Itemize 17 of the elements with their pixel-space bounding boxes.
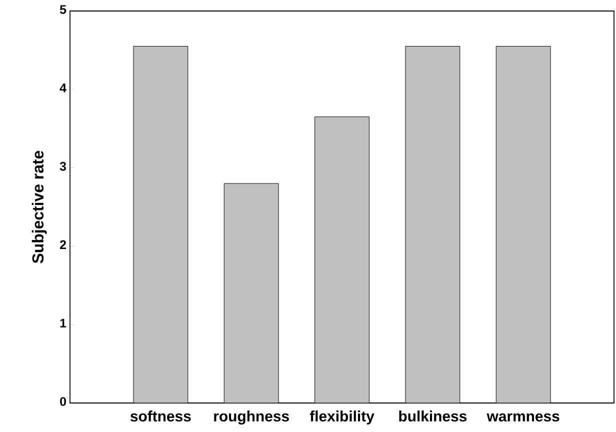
y-tick-label: 1 bbox=[60, 318, 66, 328]
x-tick-label: roughness bbox=[214, 410, 289, 425]
bar bbox=[224, 183, 279, 403]
x-tick-label: softness bbox=[130, 410, 191, 422]
y-tick-label: 4 bbox=[60, 84, 66, 92]
y-tick-label: 5 bbox=[60, 5, 66, 14]
x-tick-label: bulkiness bbox=[399, 410, 467, 422]
x-tick-label: warmness bbox=[486, 413, 560, 422]
bar bbox=[496, 46, 551, 403]
y-tick-label: 0 bbox=[60, 397, 66, 406]
x-tick-label: flexibility bbox=[310, 410, 374, 424]
bar bbox=[314, 116, 370, 403]
y-tick-label: 2 bbox=[60, 240, 66, 249]
bar bbox=[133, 46, 188, 403]
y-axis-title: Subjective rate bbox=[32, 150, 47, 264]
bar bbox=[405, 46, 460, 403]
y-tick-label: 3 bbox=[60, 162, 66, 171]
